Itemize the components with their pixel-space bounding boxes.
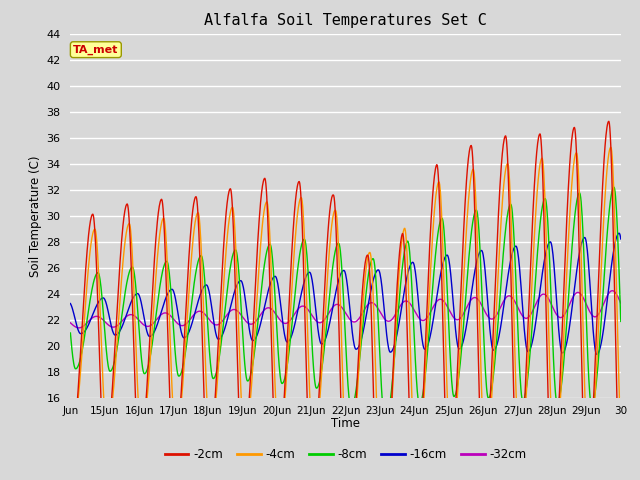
Text: TA_met: TA_met [73, 45, 118, 55]
Y-axis label: Soil Temperature (C): Soil Temperature (C) [29, 155, 42, 277]
X-axis label: Time: Time [331, 418, 360, 431]
Title: Alfalfa Soil Temperatures Set C: Alfalfa Soil Temperatures Set C [204, 13, 487, 28]
Legend: -2cm, -4cm, -8cm, -16cm, -32cm: -2cm, -4cm, -8cm, -16cm, -32cm [160, 443, 531, 466]
